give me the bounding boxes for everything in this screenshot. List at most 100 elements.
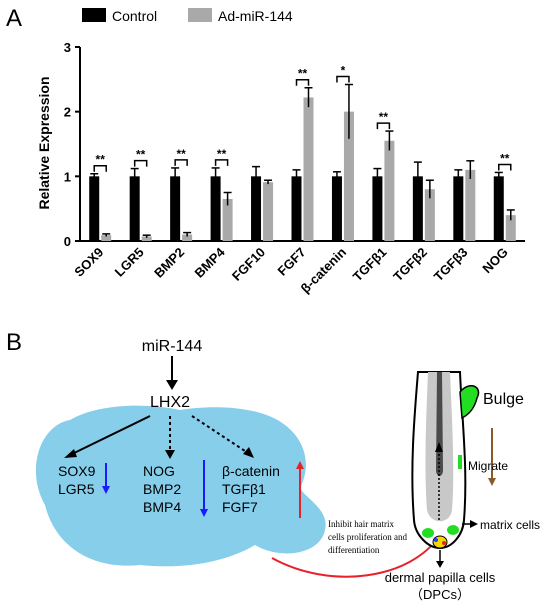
lhx2-to-group1-arrowhead — [64, 449, 77, 458]
bar-0-2 — [170, 176, 181, 241]
group2-down-arrowhead — [200, 509, 208, 517]
group2-item-bmp2: BMP2 — [143, 481, 181, 497]
bar-1-10 — [505, 215, 516, 241]
dermal-papilla-dot-1 — [434, 538, 438, 542]
matrix-cells-pointer-head — [470, 520, 478, 528]
note-line-1: Inhibit hair matrix — [328, 519, 394, 529]
matrix-cells-label: matrix cells — [480, 518, 540, 532]
sig-bracket-0 — [93, 164, 107, 172]
sig-label-0: ** — [96, 153, 106, 167]
panel-a-label: A — [6, 5, 22, 32]
mir-144-label: miR-144 — [142, 338, 203, 355]
sig-label-1: ** — [136, 148, 146, 162]
x-tick-label-8: TGFβ2 — [390, 245, 430, 285]
x-tick-label-5: FGF7 — [275, 245, 309, 279]
bar-0-10 — [493, 176, 504, 241]
bar-0-0 — [89, 176, 100, 241]
bar-1-4 — [263, 182, 274, 241]
x-tick-label-9: TGFβ3 — [431, 245, 471, 285]
bar-1-2 — [182, 234, 193, 241]
sig-label-10: ** — [500, 151, 510, 165]
group2-item-nog: NOG — [143, 463, 175, 479]
sig-label-7: ** — [379, 110, 389, 124]
blob-to-dpc-curve — [271, 534, 441, 578]
migrating-cells — [458, 455, 462, 469]
y-tick-label-0: 0 — [64, 234, 71, 249]
x-tick-label-10: NOG — [479, 245, 511, 277]
migrate-arrowhead — [488, 478, 496, 486]
bar-1-3 — [222, 198, 233, 241]
legend-label-control: Control — [112, 8, 157, 24]
dermal-papilla-dot-2 — [442, 541, 446, 545]
group1-item-sox9: SOX9 — [58, 463, 96, 479]
bar-0-4 — [251, 176, 262, 241]
lhx2-to-group2-arrowhead — [165, 450, 175, 459]
bar-0-3 — [210, 176, 221, 241]
y-axis-label: Relative Expression — [36, 76, 52, 209]
cell-cloud-shape — [35, 405, 326, 567]
group3-item-beta-catenin: β-catenin — [222, 463, 280, 479]
mir-to-lhx2-arrowhead — [166, 380, 178, 390]
bar-1-1 — [141, 236, 152, 241]
lhx2-to-group1-arrow — [69, 415, 151, 456]
dpc-label: dermal papilla cells — [385, 570, 496, 585]
lhx2-to-group3-arrowhead — [243, 447, 254, 458]
bar-1-7 — [384, 140, 395, 241]
dpc-pointer-head — [436, 561, 444, 568]
sig-label-2: ** — [176, 147, 186, 161]
group3-item-fgf7: FGF7 — [222, 499, 258, 515]
bar-1-0 — [101, 235, 112, 241]
x-tick-label-7: TGFβ1 — [350, 245, 390, 285]
hair-follicle-diagram — [411, 371, 480, 550]
sig-label-5: ** — [298, 67, 308, 81]
matrix-cells-right — [447, 525, 459, 535]
bar-0-6 — [331, 176, 342, 241]
bulge-region — [459, 384, 480, 420]
chart-legend: Control Ad-miR-144 — [82, 8, 293, 24]
group3-up-arrowhead — [296, 461, 304, 469]
sig-bracket-7 — [376, 122, 391, 130]
bar-1-6 — [343, 111, 354, 242]
dpc-abbrev-label: （DPCs） — [410, 587, 470, 602]
x-tick-label-4: FGF10 — [229, 245, 268, 284]
x-tick-label-0: SOX9 — [71, 245, 106, 280]
sig-bracket-1 — [133, 159, 148, 167]
group3-item-tgfb1: TGFβ1 — [222, 481, 266, 497]
bar-0-8 — [412, 176, 423, 241]
sig-bracket-2 — [174, 159, 188, 166]
note-line-2: cells proliferation and — [328, 532, 407, 542]
bar-1-8 — [424, 189, 435, 241]
x-tick-label-1: LGR5 — [112, 245, 147, 280]
group2-item-bmp4: BMP4 — [143, 499, 181, 515]
sig-label-3: ** — [217, 147, 227, 161]
sig-label-6: * — [341, 64, 346, 78]
y-tick-label-2: 2 — [64, 105, 71, 120]
lhx2-to-group3-arrow — [191, 415, 249, 454]
x-tick-label-2: BMP2 — [151, 245, 187, 281]
y-tick-label-1: 1 — [64, 169, 71, 184]
bar-0-9 — [453, 176, 464, 241]
note-line-3: differentiation — [328, 545, 380, 555]
sig-bracket-5 — [295, 78, 310, 86]
follicle-growth-arrowhead — [435, 442, 443, 452]
x-tick-label-3: BMP4 — [192, 244, 229, 281]
bar-0-1 — [129, 176, 140, 241]
lhx2-label: LHX2 — [150, 394, 190, 411]
legend-swatch-treatment — [188, 8, 212, 22]
group1-item-lgr5: LGR5 — [58, 481, 95, 497]
bar-0-5 — [291, 176, 302, 241]
matrix-cells-left — [422, 528, 434, 538]
panel-b-label: B — [6, 329, 22, 356]
migrate-label: Migrate — [468, 459, 508, 473]
bulge-label: Bulge — [483, 391, 524, 408]
sig-bracket-6 — [336, 75, 350, 83]
legend-swatch-control — [82, 8, 106, 22]
sig-bracket-10 — [498, 163, 512, 171]
legend-label-treatment: Ad-miR-144 — [218, 8, 293, 24]
bar-chart: 0 1 2 3 ** SOX9 ** LGR5 ** BMP2 ** BMP4 FGF10 ** FGF7 *… — [64, 40, 525, 296]
group1-down-arrowhead — [102, 486, 110, 494]
hair-shaft — [436, 372, 443, 476]
y-tick-label-3: 3 — [64, 40, 71, 55]
sig-bracket-3 — [214, 159, 229, 166]
